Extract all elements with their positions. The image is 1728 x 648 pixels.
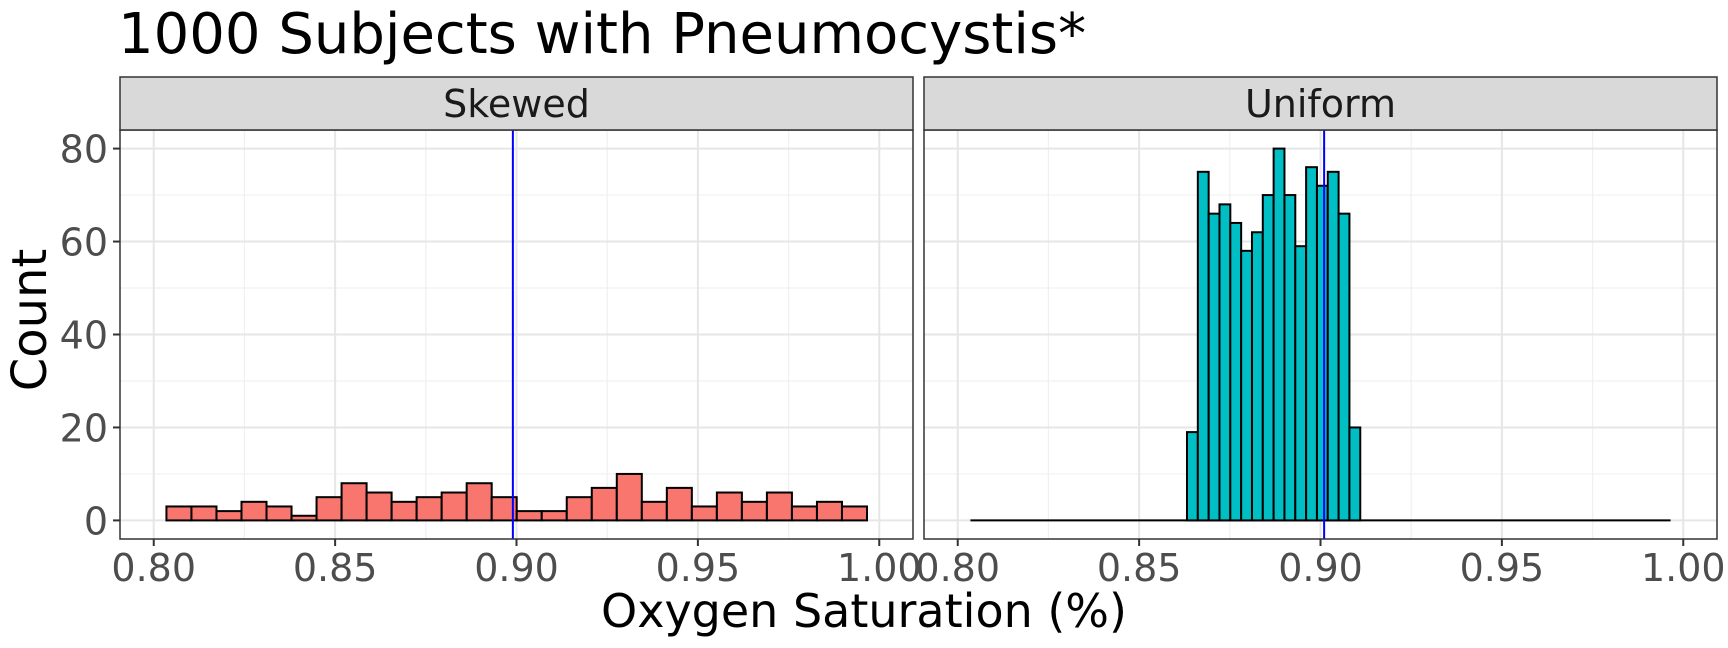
histogram-bar <box>290 514 318 522</box>
histogram-bar <box>1240 249 1253 522</box>
histogram-bar <box>1250 231 1264 522</box>
histogram-bar <box>565 496 593 522</box>
facet-strip-label: Skewed <box>443 82 590 126</box>
histogram-bar <box>515 510 543 522</box>
histogram-bar <box>1218 203 1232 522</box>
y-tick-label: 40 <box>60 314 108 358</box>
x-tick-label: 0.85 <box>293 546 378 590</box>
histogram-bar <box>615 472 643 522</box>
histogram-bar <box>1196 170 1210 522</box>
histogram-bar <box>815 500 843 522</box>
x-tick-label: 0.85 <box>1097 546 1182 590</box>
histogram-bar <box>740 500 768 522</box>
y-tick-label: 20 <box>60 406 108 450</box>
x-tick-label: 0.90 <box>1278 546 1363 590</box>
histogram-bar <box>440 491 468 522</box>
y-tick-label: 60 <box>60 221 108 265</box>
histogram-bar <box>1294 245 1308 522</box>
histogram-bar <box>340 482 368 522</box>
y-axis-label: Count <box>2 248 58 392</box>
histogram-bar <box>640 500 668 522</box>
histogram-bar <box>265 505 293 522</box>
histogram-bar <box>390 500 418 522</box>
histogram-bar <box>465 482 493 522</box>
facet-strip <box>119 76 914 131</box>
x-tick-label: 1.00 <box>1641 546 1726 590</box>
histogram-bar <box>1207 212 1221 522</box>
x-axis-label: Oxygen Saturation (%) <box>601 584 1127 638</box>
histogram-bar <box>315 496 343 522</box>
histogram-bar <box>190 505 218 522</box>
histogram-bar <box>715 491 743 522</box>
x-tick-label: 0.80 <box>915 546 1000 590</box>
histogram-bar <box>590 486 618 522</box>
chart-title: 1000 Subjects with Pneumocystis* <box>118 2 1087 67</box>
histogram-bar <box>1348 426 1362 522</box>
histogram-bar <box>1305 166 1318 522</box>
histogram-bar <box>790 505 818 522</box>
y-tick-label: 0 <box>84 499 108 543</box>
histogram-bar <box>1261 194 1275 522</box>
histogram-bar <box>415 496 443 522</box>
histogram-bar <box>840 505 868 522</box>
y-tick-label: 80 <box>60 128 108 172</box>
facet-strip <box>923 76 1718 131</box>
histogram-bar <box>1186 431 1199 522</box>
facet-strip-label: Uniform <box>1245 82 1396 126</box>
histogram-bar <box>365 491 393 522</box>
histogram-bar <box>765 491 793 522</box>
histogram-bar <box>540 510 568 522</box>
histogram-bar <box>1315 184 1329 522</box>
histogram-bar <box>690 505 718 522</box>
histogram-bar <box>240 500 268 522</box>
histogram-bar <box>165 505 193 522</box>
x-tick-label: 0.90 <box>474 546 559 590</box>
histogram-bar <box>1229 221 1243 522</box>
x-tick-label: 0.80 <box>111 546 196 590</box>
histogram-bar <box>1337 212 1351 522</box>
histogram-bar <box>215 510 243 522</box>
x-tick-label: 1.00 <box>837 546 922 590</box>
x-tick-label: 0.95 <box>1460 546 1545 590</box>
histogram-bar <box>1272 147 1286 522</box>
histogram-bar <box>490 496 518 522</box>
histogram-bar <box>665 486 693 522</box>
x-tick-label: 0.95 <box>656 546 741 590</box>
histogram-bar <box>1326 170 1340 522</box>
histogram-bar <box>1283 194 1297 522</box>
